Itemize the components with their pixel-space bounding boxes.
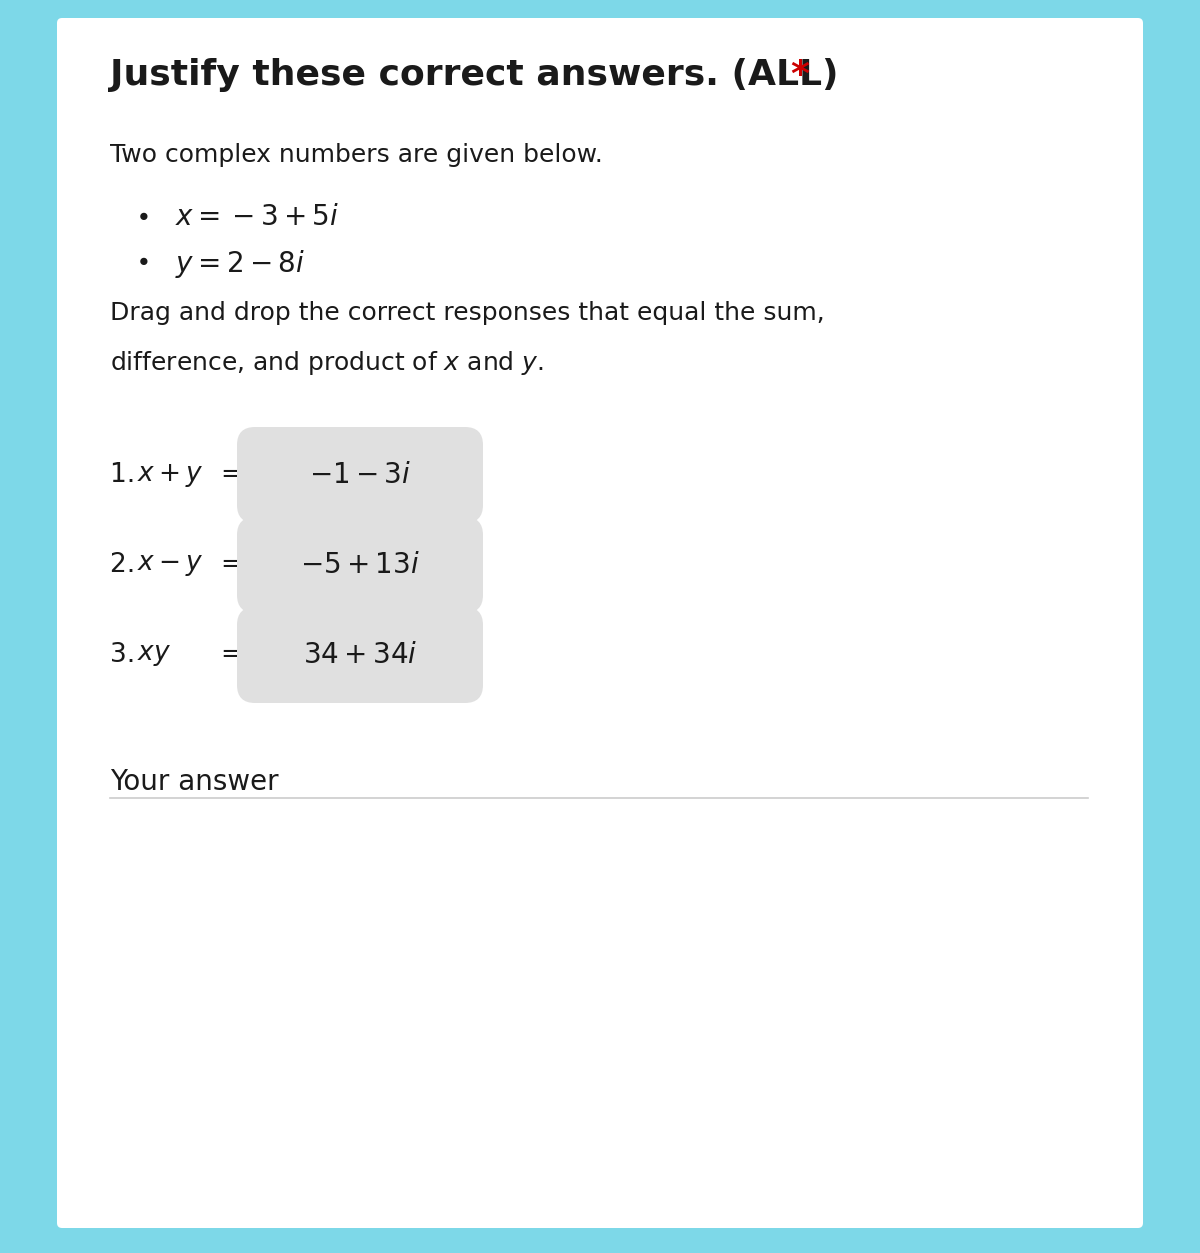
Text: $x = -3 + 5i$: $x = -3 + 5i$ [175, 203, 340, 231]
Text: Two complex numbers are given below.: Two complex numbers are given below. [110, 143, 602, 167]
Text: *: * [790, 58, 809, 91]
Text: $\bullet$: $\bullet$ [134, 248, 149, 272]
FancyBboxPatch shape [58, 18, 1142, 1228]
Text: $34 + 34i$: $34 + 34i$ [302, 642, 418, 669]
Text: Justify these correct answers. (ALL): Justify these correct answers. (ALL) [110, 58, 851, 91]
Text: $x - y$: $x - y$ [137, 553, 204, 578]
FancyBboxPatch shape [236, 517, 482, 613]
Text: $xy$: $xy$ [137, 642, 172, 668]
Text: 2.: 2. [110, 553, 144, 578]
Text: =: = [220, 642, 242, 668]
Text: =: = [220, 462, 242, 487]
Text: $\bullet$: $\bullet$ [134, 203, 149, 227]
FancyBboxPatch shape [236, 606, 482, 703]
Text: difference, and product of $x$ and $y$.: difference, and product of $x$ and $y$. [110, 350, 544, 377]
Text: $-5 + 13i$: $-5 + 13i$ [300, 551, 420, 579]
Text: =: = [220, 553, 242, 578]
Text: Drag and drop the correct responses that equal the sum,: Drag and drop the correct responses that… [110, 301, 824, 325]
FancyBboxPatch shape [236, 427, 482, 523]
Text: $y = 2 - 8i$: $y = 2 - 8i$ [175, 248, 305, 279]
Text: 1.: 1. [110, 462, 144, 487]
Text: $x + y$: $x + y$ [137, 461, 204, 489]
Text: Your answer: Your answer [110, 768, 278, 796]
Text: $-1 - 3i$: $-1 - 3i$ [308, 461, 412, 489]
Text: 3.: 3. [110, 642, 144, 668]
